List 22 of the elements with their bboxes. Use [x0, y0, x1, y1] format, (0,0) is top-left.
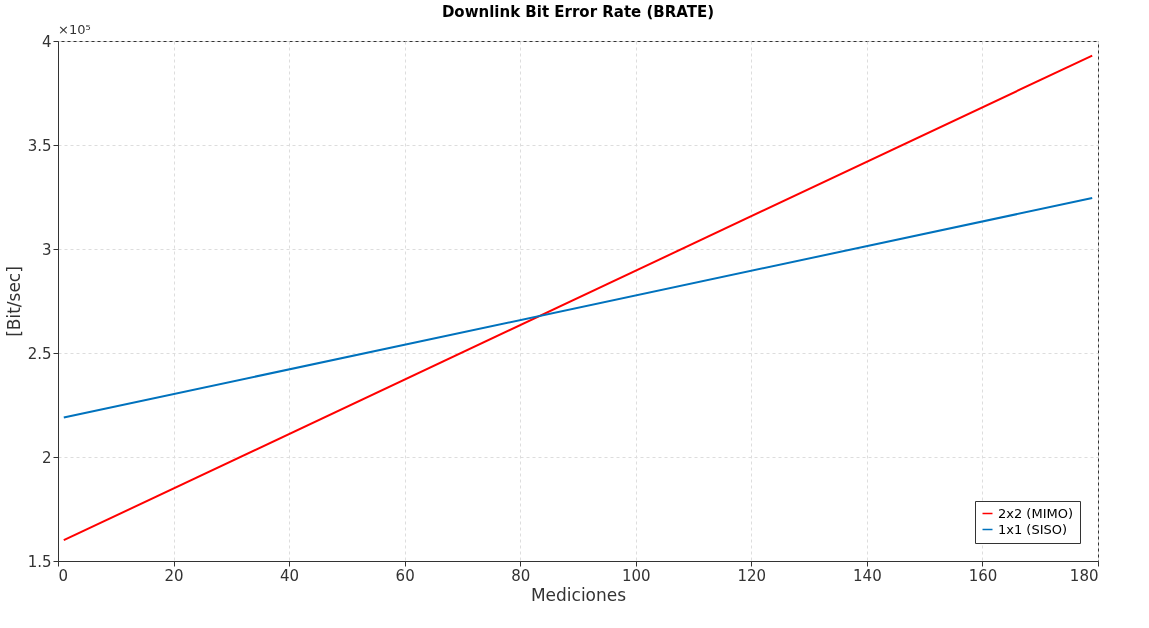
legend-label: 2x2 (MIMO) — [998, 505, 1074, 521]
x-tick-label: 120 — [737, 566, 767, 585]
x-tick-label: 60 — [395, 566, 415, 585]
y-tick-label: 2 — [41, 448, 52, 467]
x-tick-label: 20 — [164, 566, 184, 585]
x-tick-label: 140 — [853, 566, 882, 585]
x-tick-label: 100 — [621, 566, 651, 585]
x-tick-label: 0 — [58, 566, 69, 585]
chart-title: Downlink Bit Error Rate (BRATE) — [441, 3, 715, 21]
x-tick-label: 180 — [1069, 566, 1099, 585]
y-tick-label: 1.5 — [27, 552, 52, 571]
x-tick-label: 160 — [968, 566, 998, 585]
y-tick-label: 3 — [41, 240, 52, 259]
x-tick-label: 40 — [280, 566, 300, 585]
text: ×10⁵ — [58, 22, 91, 37]
y-tick-label: 4 — [41, 32, 52, 51]
y-axis-title: [Bit/sec] — [3, 266, 24, 337]
x-tick-label: 80 — [511, 566, 531, 585]
x-axis-title: Mediciones — [530, 584, 627, 605]
y-tick-label: 3.5 — [27, 136, 52, 155]
legend-label: 1x1 (SISO) — [998, 521, 1068, 537]
y-tick-label: 2.5 — [27, 344, 52, 363]
